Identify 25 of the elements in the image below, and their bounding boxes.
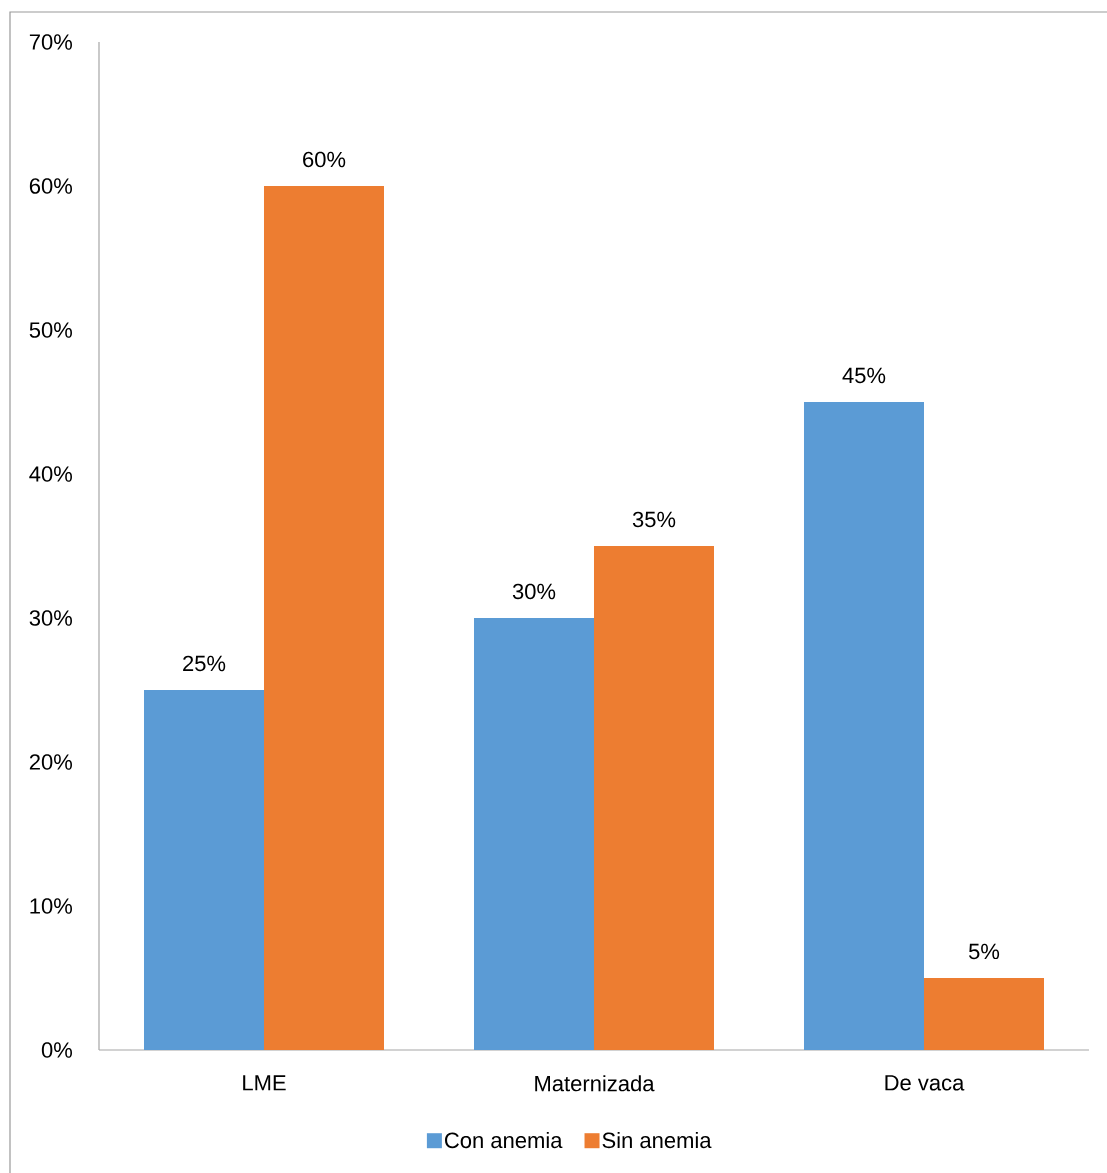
y-tick-label: 50% [29,322,72,338]
legend-label: Con anemia [445,1131,563,1149]
data-label: 25% [183,655,226,672]
data-label: 5% [968,943,1000,960]
bar [474,618,594,1050]
y-tick-label: 30% [29,610,72,626]
x-tick-label: Maternizada [535,1075,655,1092]
y-tick-label: 0% [41,1042,73,1058]
x-tick-label: LME [243,1075,286,1091]
data-label: 35% [632,511,676,528]
bar [924,978,1044,1050]
data-label: 60% [303,151,346,168]
y-tick-label: 40% [29,466,72,482]
y-tick-label: 70% [29,34,72,50]
bar [594,546,714,1050]
bar [804,402,924,1050]
y-tick-label: 60% [29,178,72,194]
bar [144,690,264,1050]
x-tick-label: De vaca [885,1075,965,1091]
y-tick-label: 20% [29,754,72,770]
legend-label: Sin anemia [602,1131,712,1149]
bar [264,186,384,1050]
data-label: 30% [512,583,556,600]
data-label: 45% [842,367,886,384]
y-tick-label: 10% [30,898,72,914]
